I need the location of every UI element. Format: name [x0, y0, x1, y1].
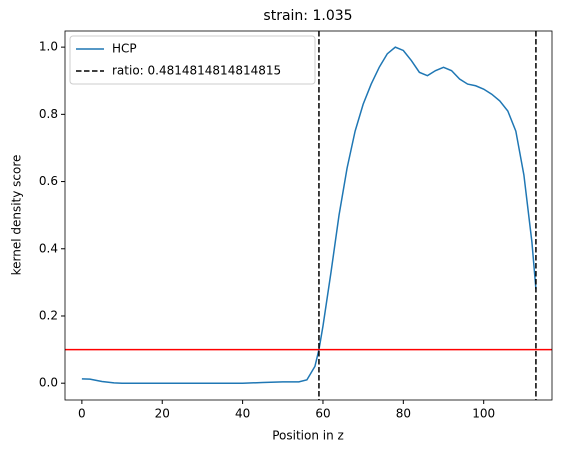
x-tick-label: 0 [78, 407, 86, 421]
y-tick-label: 0.6 [39, 174, 58, 188]
x-axis-label: Position in z [272, 429, 344, 443]
y-tick-label: 0.0 [39, 376, 58, 390]
y-tick-label: 0.4 [39, 241, 58, 255]
x-tick-label: 40 [235, 407, 250, 421]
y-tick-label: 0.8 [39, 107, 58, 121]
axes-frame [64, 30, 553, 401]
x-tick-label: 60 [315, 407, 330, 421]
y-tick-label: 0.2 [39, 308, 58, 322]
legend-label: HCP [112, 42, 137, 56]
y-axis-label: kernel density score [10, 155, 24, 276]
line-series [81, 46, 537, 384]
legend-label: ratio: 0.4814814814814815 [112, 64, 281, 78]
y-tick-label: 1.0 [39, 40, 58, 54]
legend-box [69, 35, 316, 85]
chart-title: strain: 1.035 [263, 8, 352, 24]
x-tick-label: 20 [155, 407, 170, 421]
x-tick-label: 80 [396, 407, 411, 421]
x-tick-label: 100 [472, 407, 495, 421]
